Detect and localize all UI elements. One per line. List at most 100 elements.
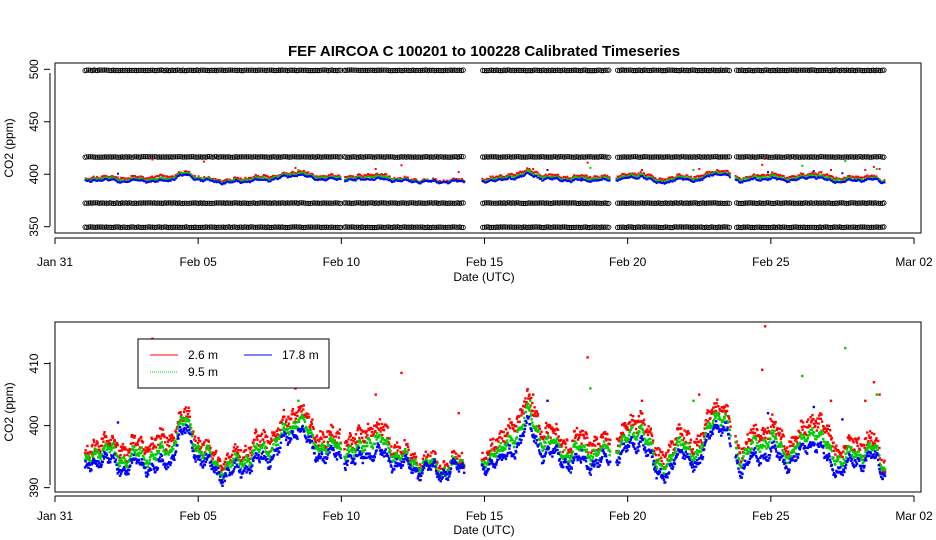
calibration-point [231,224,237,230]
point-17-8-m [770,177,773,180]
point-17-8-m [181,174,184,177]
point-9-5-m [796,176,799,179]
point-17-8-m [451,179,454,182]
point-2-6-m [203,176,206,179]
point-9-5-m [671,178,674,181]
outlier-17-8-m [546,169,549,171]
point-2-6-m [591,442,595,446]
calibration-point [689,200,695,206]
calibration-point [448,154,454,160]
calibration-point [778,67,784,73]
calibration-point [220,67,227,74]
calibration-point [228,154,234,160]
point-17-8-m [638,176,641,179]
point-2-6-m [118,449,121,452]
calibration-point [448,200,454,206]
point-2-6-m [256,438,259,441]
outlier-9-5-m [844,160,847,163]
calibration-point [721,200,727,206]
point-2-6-m [507,425,510,428]
calibration-point [755,67,761,73]
calibration-point [783,224,789,230]
calibration-point [858,224,864,230]
point-2-6-m [517,172,519,175]
calibration-point [139,224,145,230]
point-2-6-m [352,439,355,443]
point-9-5-m [602,175,605,178]
point-2-6-m [668,176,671,179]
point-9-5-m [653,179,656,182]
calibration-point [449,67,456,74]
calibration-point [205,224,211,230]
point-17-8-m [450,179,453,182]
point-2-6-m [149,176,152,179]
point-17-8-m [273,178,275,181]
point-2-6-m [704,172,707,175]
point-17-8-m [334,178,337,181]
point-9-5-m [555,175,558,178]
point-2-6-m [310,420,313,424]
point-17-8-m [312,176,314,179]
point-17-8-m [258,179,261,182]
calibration-point [100,200,106,206]
point-2-6-m [652,439,655,442]
point-2-6-m [661,450,664,454]
calibration-point [751,154,757,160]
point-17-8-m [870,178,873,181]
point-9-5-m [233,179,235,182]
point-2-6-m [643,423,646,426]
point-2-6-m [162,174,165,177]
calibration-point [627,200,633,206]
point-2-6-m [593,435,596,438]
point-2-6-m [645,430,649,434]
point-2-6-m [166,443,169,447]
calibration-point [178,154,184,160]
point-2-6-m [105,175,108,178]
point-2-6-m [698,434,702,437]
point-9-5-m [347,176,350,179]
calibration-point [417,200,424,206]
calibration-point [563,154,569,160]
calibration-point [460,154,466,160]
point-17-8-m [498,178,501,181]
calibration-point [371,154,377,160]
point-2-6-m [526,388,529,391]
point-17-8-m [844,180,847,183]
point-9-5-m [677,175,680,178]
point-17-8-m [804,177,807,180]
calibration-point [203,224,209,230]
point-17-8-m [283,174,286,177]
point-9-5-m [277,175,280,178]
calibration-point [542,67,548,74]
point-9-5-m [125,179,128,182]
point-9-5-m [373,176,376,179]
point-2-6-m [533,406,536,409]
calibration-point [149,224,156,230]
calibration-point [810,67,816,73]
point-17-8-m [130,179,133,182]
point-2-6-m [200,445,203,449]
calibration-point [295,224,301,230]
calibration-point [519,200,525,206]
point-2-6-m [212,454,216,457]
point-9-5-m [742,178,745,181]
calibration-point [311,68,317,74]
calibration-point [733,67,740,73]
calibration-point [771,67,777,74]
point-9-5-m [570,178,573,180]
point-2-6-m [502,175,505,178]
calibration-point [391,154,397,160]
point-2-6-m [188,409,191,413]
calibration-point [171,224,177,230]
point-2-6-m [540,430,543,433]
point-2-6-m [673,443,676,446]
calibration-point [178,200,184,206]
point-17-8-m [309,175,312,178]
point-2-6-m [608,176,611,179]
point-2-6-m [752,424,756,427]
point-17-8-m [602,177,605,180]
point-17-8-m [107,179,110,182]
calibration-point [394,67,401,74]
point-2-6-m [756,174,759,176]
point-17-8-m [718,173,721,176]
